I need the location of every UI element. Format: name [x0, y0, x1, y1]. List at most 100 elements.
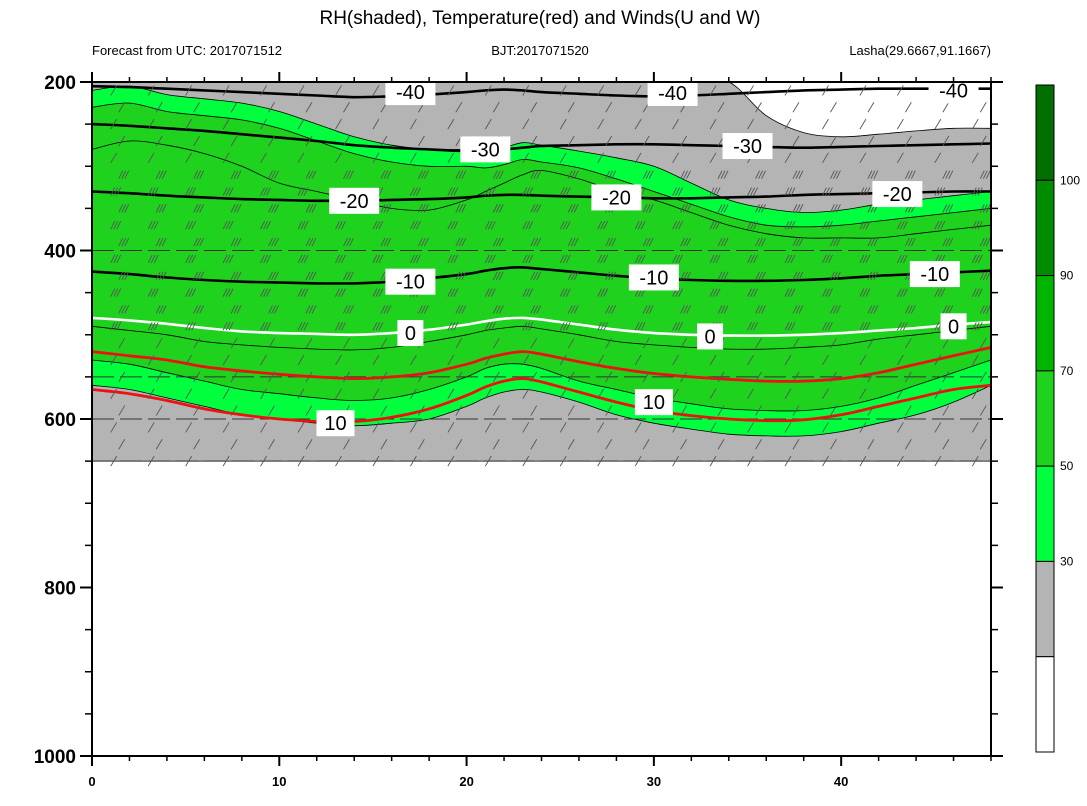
- wind-barb: [642, 337, 650, 349]
- wind-barb: [522, 254, 528, 264]
- wind-barb: [717, 170, 723, 179]
- zero-contour-label: 0: [705, 326, 716, 348]
- wind-barb: [971, 322, 977, 331]
- wind-barb: [683, 305, 689, 314]
- wind-barb: [570, 237, 576, 247]
- wind-barb: [118, 305, 124, 314]
- wind-barb: [153, 221, 159, 230]
- wind-barb: [637, 322, 643, 331]
- wind-barb: [709, 254, 715, 264]
- wind-barb: [461, 170, 467, 179]
- y-tick-label: 1000: [34, 747, 76, 768]
- wind-barb: [147, 254, 153, 264]
- wind-barb: [268, 337, 275, 349]
- wind-barb: [859, 288, 865, 297]
- wind-barb: [533, 237, 539, 247]
- wind-barb: [196, 204, 202, 213]
- wind-barb: [859, 388, 867, 399]
- wind-barb: [533, 204, 539, 213]
- wind-barb: [795, 305, 801, 314]
- wind-barb: [645, 237, 651, 247]
- wind-barb: [147, 455, 155, 467]
- wind-barb: [308, 237, 314, 247]
- wind-barb: [420, 237, 426, 247]
- wind-barb: [341, 322, 346, 331]
- wind-barb: [530, 170, 536, 179]
- wind-barb: [974, 254, 980, 264]
- y-tick-label: 600: [44, 410, 76, 431]
- wind-barb: [453, 254, 459, 264]
- wind-barb: [709, 288, 715, 297]
- wind-barb: [859, 354, 867, 366]
- wind-barb: [709, 187, 715, 196]
- wind-barb: [753, 254, 758, 264]
- wind-barb: [747, 85, 754, 96]
- wind-barb: [410, 422, 417, 433]
- wind-barb: [450, 187, 456, 196]
- contour-label-box: [329, 187, 380, 214]
- wind-barb: [942, 405, 950, 416]
- wind-barb: [859, 152, 867, 164]
- wind-barb: [222, 118, 230, 130]
- wind-barb: [784, 221, 790, 230]
- wind-barb: [559, 254, 565, 264]
- wind-barb: [193, 271, 199, 280]
- wind-barb: [536, 271, 542, 280]
- wind-barb: [118, 204, 124, 213]
- wind-barb: [191, 221, 197, 230]
- wind-barb: [790, 254, 796, 264]
- wind-barb: [455, 237, 461, 247]
- wind-barb: [118, 337, 126, 349]
- wind-barb: [158, 170, 164, 179]
- wind-barb: [648, 170, 654, 179]
- wind-barb: [825, 322, 830, 331]
- wind-barb: [784, 118, 792, 130]
- wind-barb: [260, 254, 265, 264]
- wind-barb: [825, 288, 830, 297]
- colorbar-label: 70: [1060, 364, 1074, 378]
- wind-barb: [709, 388, 717, 399]
- wind-barb: [642, 237, 648, 247]
- temperature-contour: [92, 122, 991, 153]
- wind-barb: [567, 237, 573, 247]
- wind-barb: [528, 221, 534, 230]
- wind-barb: [155, 271, 161, 280]
- wind-barb: [230, 271, 236, 280]
- contour-label: -10: [639, 267, 668, 289]
- wind-barb: [305, 102, 313, 113]
- wind-barb: [228, 254, 234, 264]
- wind-barb: [193, 337, 201, 349]
- wind-barb: [680, 271, 686, 280]
- wind-barb: [147, 288, 153, 297]
- wind-barb: [453, 322, 459, 331]
- wind-barb: [380, 371, 388, 383]
- colorbar: 100 90 70 50 30: [1035, 84, 1080, 753]
- wind-barb: [153, 254, 159, 264]
- wind-barb: [300, 254, 306, 264]
- wind-barb: [415, 187, 421, 196]
- wind-barb: [498, 271, 504, 280]
- wind-barb: [680, 405, 687, 416]
- wind-barb: [372, 288, 378, 297]
- wind-barb: [124, 170, 130, 179]
- wind-barb: [372, 422, 380, 433]
- wind-barb: [784, 322, 790, 331]
- wind-barb: [825, 254, 830, 264]
- wind-barb: [896, 118, 904, 130]
- wind-barb: [236, 271, 242, 280]
- wind-barb: [335, 388, 342, 399]
- wind-barb: [559, 187, 565, 196]
- wind-barb: [311, 305, 317, 314]
- wind-barb: [634, 118, 642, 130]
- wind-barb: [155, 371, 163, 383]
- wind-barb: [492, 305, 498, 314]
- contour-label-box: [385, 268, 436, 295]
- wind-barb: [634, 85, 642, 96]
- wind-barb: [335, 152, 342, 164]
- wind-barb: [271, 170, 276, 179]
- temperature-contour-zero: [92, 316, 991, 337]
- wind-barb: [942, 204, 948, 213]
- wind-barb: [386, 305, 392, 314]
- wind-barb: [118, 439, 126, 450]
- wind-barb: [822, 254, 827, 264]
